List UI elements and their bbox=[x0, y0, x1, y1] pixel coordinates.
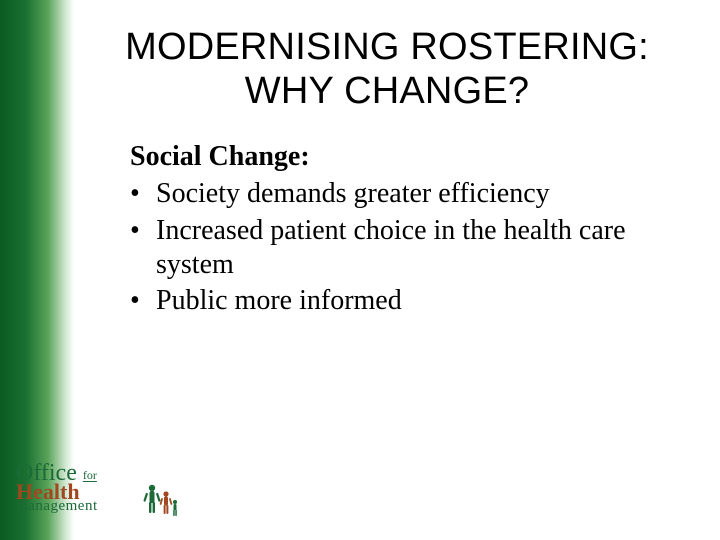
sidebar-gradient bbox=[0, 0, 74, 540]
title-line-1: MODERNISING ROSTERING: bbox=[125, 26, 649, 68]
footer-logo: Office for Health management bbox=[16, 462, 184, 526]
list-item: Society demands greater efficiency bbox=[130, 177, 680, 211]
logo-word-for: for bbox=[83, 470, 97, 481]
subheading: Social Change: bbox=[130, 141, 680, 173]
slide-title: MODERNISING ROSTERING: WHY CHANGE? bbox=[94, 26, 680, 113]
list-item: Increased patient choice in the health c… bbox=[130, 214, 680, 282]
title-line-2: WHY CHANGE? bbox=[245, 70, 529, 112]
list-item: Public more informed bbox=[130, 284, 680, 318]
slide-content: MODERNISING ROSTERING: WHY CHANGE? Socia… bbox=[74, 0, 720, 540]
people-icon bbox=[142, 482, 180, 522]
bullet-list: Society demands greater efficiency Incre… bbox=[130, 177, 680, 318]
